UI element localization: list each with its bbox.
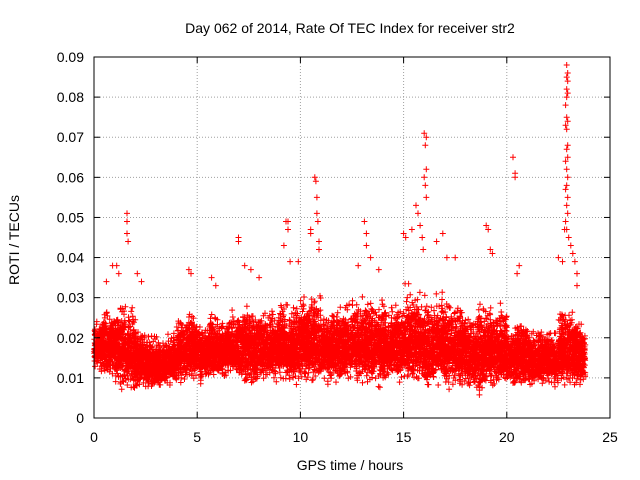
x-tick-label: 15	[396, 429, 412, 445]
tick-labels: 0 5 10 15 20 25 0 0.01 0.02 0.03 0.04 0.05 0.06 0.07 0…	[57, 49, 618, 445]
y-tick-label: 0.08	[57, 89, 84, 105]
x-axis-label: GPS time / hours	[297, 457, 404, 473]
data-points	[91, 62, 589, 398]
y-tick-label: 0.07	[57, 129, 84, 145]
plot-frame	[93, 56, 611, 419]
y-tick-label: 0.04	[57, 250, 84, 266]
chart-title: Day 062 of 2014, Rate Of TEC Index for r…	[185, 20, 515, 36]
x-tick-label: 25	[602, 429, 618, 445]
y-tick-label: 0.02	[57, 330, 84, 346]
x-tick-label: 20	[499, 429, 515, 445]
x-tick-label: 10	[293, 429, 309, 445]
y-tick-label: 0	[76, 410, 84, 426]
roti-point-markers	[91, 62, 589, 398]
y-tick-label: 0.05	[57, 209, 84, 225]
y-tick-label: 0.03	[57, 290, 84, 306]
axis-ticks	[93, 56, 611, 419]
y-tick-label: 0.06	[57, 169, 84, 185]
y-axis-label: ROTI / TECUs	[6, 195, 22, 285]
x-tick-label: 5	[193, 429, 201, 445]
y-tick-label: 0.01	[57, 370, 84, 386]
x-tick-label: 0	[90, 429, 98, 445]
y-tick-label: 0.09	[57, 49, 84, 65]
